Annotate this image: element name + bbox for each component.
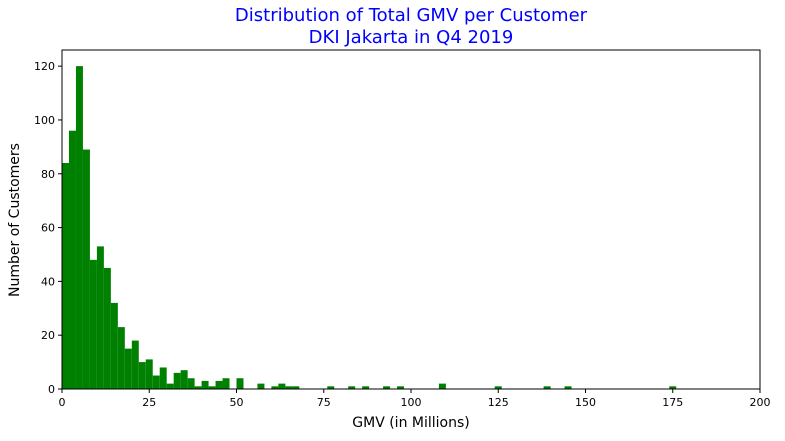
bar: [362, 386, 370, 389]
bar: [494, 386, 502, 389]
bar: [285, 386, 293, 389]
y-tick-label: 20: [41, 329, 55, 342]
x-tick-label: 150: [575, 396, 596, 409]
bar: [669, 386, 677, 389]
bar: [159, 367, 167, 389]
bar: [138, 362, 146, 389]
bar: [166, 383, 174, 389]
bar: [271, 386, 279, 389]
bar: [187, 378, 195, 389]
bar: [257, 383, 265, 389]
bar: [103, 267, 111, 389]
bar: [145, 359, 153, 389]
bar: [208, 386, 216, 389]
y-tick-label: 100: [34, 114, 55, 127]
bar: [173, 372, 181, 389]
bar: [62, 163, 69, 389]
bar: [201, 380, 209, 389]
bar: [215, 380, 223, 389]
bar: [236, 378, 244, 389]
chart-title: DKI Jakarta in Q4 2019: [309, 27, 514, 48]
x-tick-label: 25: [142, 396, 156, 409]
y-tick-label: 60: [41, 222, 55, 235]
bar: [564, 386, 572, 389]
bar: [110, 302, 118, 389]
bar: [438, 383, 446, 389]
y-axis-label: Number of Customers: [7, 143, 23, 297]
chart-title: Distribution of Total GMV per Customer: [235, 5, 588, 26]
bar: [117, 327, 125, 389]
bar: [75, 66, 83, 390]
bar: [348, 386, 356, 389]
bar: [180, 370, 188, 389]
bar: [222, 378, 230, 389]
bar: [383, 386, 391, 389]
x-tick-label: 100: [401, 396, 422, 409]
bar: [96, 246, 104, 389]
bar: [68, 130, 76, 389]
plot-frame: [61, 49, 761, 390]
x-tick-label: 0: [59, 396, 66, 409]
bar: [327, 386, 335, 389]
bar: [194, 386, 202, 389]
bar: [82, 149, 90, 389]
x-tick-label: 125: [488, 396, 509, 409]
bar: [292, 386, 300, 389]
x-tick-label: 75: [317, 396, 331, 409]
bar: [131, 340, 139, 389]
bar: [543, 386, 551, 389]
bar: [278, 383, 286, 389]
x-tick-label: 50: [230, 396, 244, 409]
x-tick-label: 175: [662, 396, 683, 409]
y-tick-label: 40: [41, 275, 55, 288]
bar: [397, 386, 405, 389]
bar: [89, 259, 97, 389]
y-tick-label: 120: [34, 60, 55, 73]
y-tick-label: 0: [48, 383, 55, 396]
y-tick-label: 80: [41, 168, 55, 181]
x-tick-label: 200: [750, 396, 771, 409]
x-axis-label: GMV (in Millions): [352, 415, 469, 431]
bar: [124, 348, 132, 389]
bar: [152, 375, 160, 389]
